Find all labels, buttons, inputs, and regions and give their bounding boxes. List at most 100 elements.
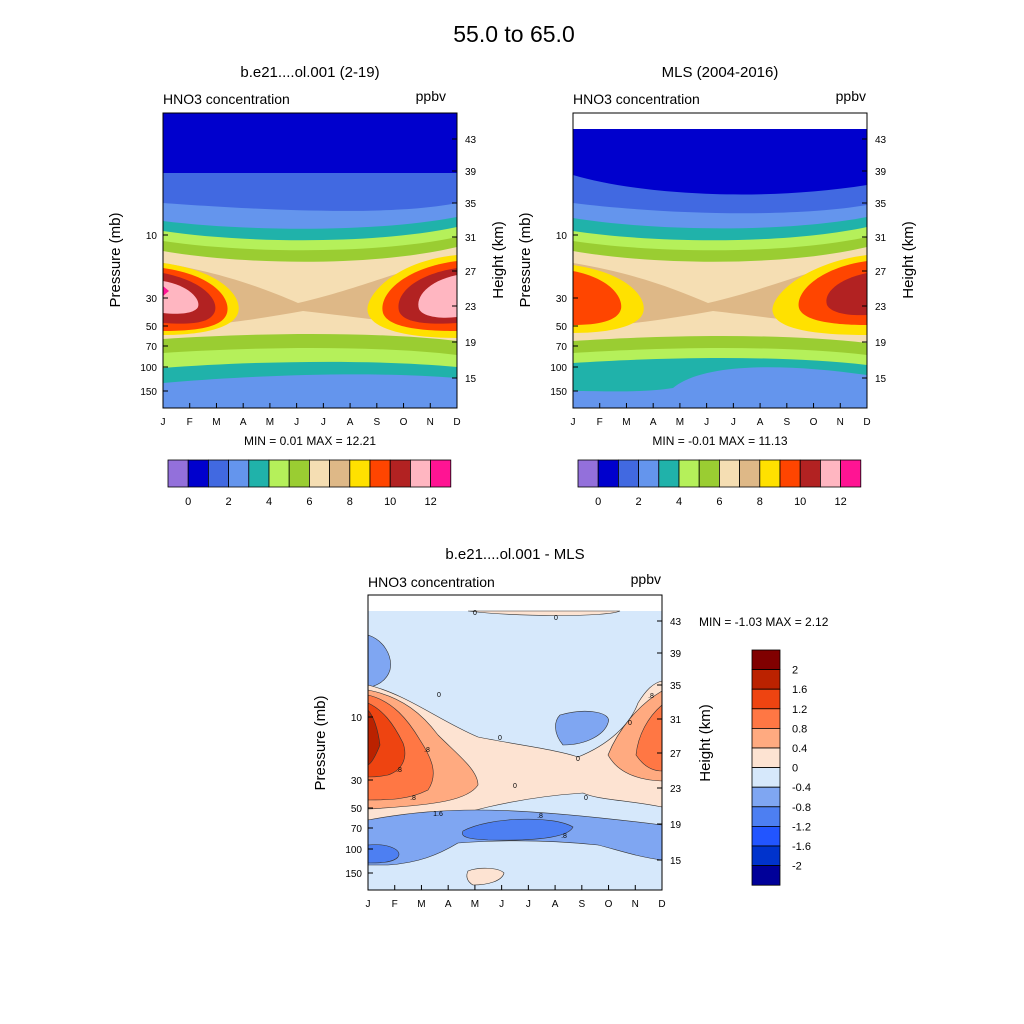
- panel-model-colorbar-box: [430, 459, 452, 488]
- panel-mls-htick-label: 15: [875, 374, 887, 385]
- panel-diff-contour-label: 0: [584, 795, 588, 802]
- panel-model-colorbar-label: 2: [226, 496, 232, 508]
- panel-mls-xtick-label: D: [863, 417, 870, 428]
- panel-mls-ylabel-left: Pressure (mb): [517, 212, 534, 307]
- panel-mls-xtick-label: S: [783, 417, 790, 428]
- panel-model-colorbar-label: 0: [185, 496, 191, 508]
- panel-diff-field-label: HNO3 concentration: [368, 574, 495, 590]
- panel-model-ptick-label: 10: [146, 231, 158, 242]
- panel-diff-colorbar-label: -2: [792, 861, 802, 873]
- panel-diff-contour-label: 0: [554, 615, 558, 622]
- panel-diff-colorbar-label: -0.8: [792, 802, 811, 814]
- panel-model-colorbar-box: [409, 459, 431, 488]
- panel-mls-colorbar-box: [678, 459, 700, 488]
- panel-diff-stats: MIN = -1.03 MAX = 2.12: [699, 615, 829, 629]
- panel-diff-colorbar-label: 0.4: [792, 743, 807, 755]
- panel-model-htick-label: 31: [465, 233, 477, 244]
- panel-model-htick-label: 23: [465, 302, 477, 313]
- panel-mls-ptick-label: 10: [556, 231, 568, 242]
- panel-diff-colorbar-box: [751, 728, 781, 749]
- panel-model-colorbar-box: [349, 459, 371, 488]
- panel-model-xtick-label: A: [347, 417, 354, 428]
- panel-mls-field-label: HNO3 concentration: [573, 91, 700, 107]
- panel-diff-xtick-label: S: [578, 899, 585, 910]
- panel-model-xtick-label: D: [453, 417, 460, 428]
- panel-model-xtick-label: F: [187, 417, 193, 428]
- panel-mls-xtick-label: J: [571, 417, 576, 428]
- panel-mls-colorbar-box: [719, 459, 741, 488]
- panel-mls-colorbar-box: [840, 459, 862, 488]
- panel-diff-ptick-label: 150: [345, 869, 362, 880]
- panel-diff-colorbar-box: [751, 669, 781, 690]
- panel-model-colorbar-label: 10: [384, 496, 396, 508]
- panel-diff-htick-label: 43: [670, 617, 682, 628]
- panel-mls-title: MLS (2004-2016): [662, 64, 779, 81]
- panel-model-colorbar-label: 4: [266, 496, 272, 508]
- panel-diff-contour-label: .8: [424, 747, 430, 754]
- panel-diff-colorbar-label: 0: [792, 763, 798, 775]
- panel-diff-htick-label: 27: [670, 749, 682, 760]
- panel-diff-colorbar-box: [751, 826, 781, 847]
- panel-mls-ptick-label: 50: [556, 322, 568, 333]
- panel-diff-colorbar-label: 1.6: [792, 684, 807, 696]
- panel-model-colorbar-box: [369, 459, 391, 488]
- panel-mls-xtick-label: J: [704, 417, 709, 428]
- panel-mls-xtick-label: J: [731, 417, 736, 428]
- panel-mls-xtick-label: F: [597, 417, 603, 428]
- panel-diff-htick-label: 31: [670, 715, 682, 726]
- panel-model-colorbar-box: [329, 459, 351, 488]
- panel-diff-contour-label: .8: [410, 795, 416, 802]
- panel-model-htick-label: 35: [465, 199, 477, 210]
- panel-model-xtick-label: M: [212, 417, 220, 428]
- panel-mls-xtick-label: A: [650, 417, 657, 428]
- panel-diff-ylabel-right: Height (km): [697, 704, 714, 782]
- panel-mls-htick-label: 19: [875, 338, 887, 349]
- panel-diff-colorbar-label: 0.8: [792, 723, 807, 735]
- panel-diff-contour-label: .8: [537, 813, 543, 820]
- panel-diff-xtick-label: A: [445, 899, 452, 910]
- panel-mls-colorbar-label: 6: [716, 496, 722, 508]
- panel-diff-xtick-label: D: [658, 899, 665, 910]
- panel-model-htick-label: 43: [465, 135, 477, 146]
- panel-diff-contour-label: 0: [513, 783, 517, 790]
- panel-mls-colorbar-label: 2: [636, 496, 642, 508]
- panel-diff-ptick-label: 70: [351, 824, 363, 835]
- panel-diff-xtick-label: M: [471, 899, 479, 910]
- panel-model-stats: MIN = 0.01 MAX = 12.21: [244, 434, 376, 448]
- panel-mls-htick-label: 27: [875, 267, 887, 278]
- panel-diff-xtick-label: M: [417, 899, 425, 910]
- panel-diff-colorbar-label: 1.2: [792, 704, 807, 716]
- panel-model: b.e21....ol.001 (2-19) HNO3 concentratio…: [107, 64, 507, 508]
- panel-diff-contour-label: 0: [473, 610, 477, 617]
- panel-diff-colorbar-box: [751, 747, 781, 769]
- panel-diff-ylabel-left: Pressure (mb): [312, 695, 329, 790]
- panel-diff-colorbar-label: -0.4: [792, 782, 811, 794]
- panel-model-colorbar-box: [288, 459, 310, 488]
- panel-mls-colorbar-box: [759, 459, 781, 488]
- panel-diff-colorbar-label: -1.6: [792, 841, 811, 853]
- panel-model-xtick-label: M: [266, 417, 274, 428]
- panel-model-colorbar-label: 8: [347, 496, 353, 508]
- panel-diff-contour-label: 0: [498, 735, 502, 742]
- panel-diff-xtick-label: F: [392, 899, 398, 910]
- panel-diff-xtick-label: A: [552, 899, 559, 910]
- panel-diff-ptick-label: 10: [351, 713, 363, 724]
- panel-diff: b.e21....ol.001 - MLS HNO3 concentration…: [312, 546, 829, 910]
- panel-diff-contour-label: 0: [628, 720, 632, 727]
- panel-mls-htick-label: 35: [875, 199, 887, 210]
- panel-model-colorbar-box: [187, 459, 209, 488]
- panel-diff-contour-label: .8: [561, 833, 567, 840]
- panel-diff-htick-label: 35: [670, 681, 682, 692]
- panel-mls-ptick-label: 30: [556, 294, 568, 305]
- panel-mls-ptick-label: 70: [556, 342, 568, 353]
- panel-diff-contour-label: .8: [648, 693, 654, 700]
- panel-model-colorbar-box: [207, 459, 229, 488]
- panel-mls-colorbar-label: 4: [676, 496, 682, 508]
- panel-mls-colorbar-box: [799, 459, 821, 488]
- panel-mls-colorbar-box: [820, 459, 842, 488]
- panel-model-title: b.e21....ol.001 (2-19): [240, 64, 379, 81]
- panel-mls-htick-label: 39: [875, 167, 887, 178]
- panel-model-xtick-label: J: [161, 417, 166, 428]
- panel-mls-htick-label: 31: [875, 233, 887, 244]
- panel-model-ptick-label: 30: [146, 294, 158, 305]
